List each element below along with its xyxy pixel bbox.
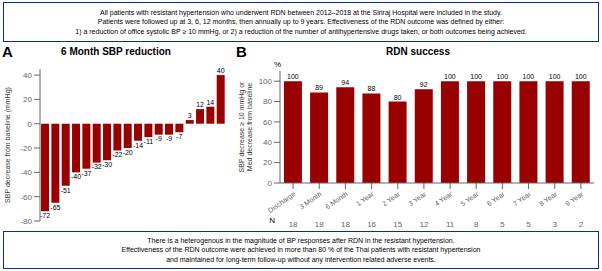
svg-text:-40: -40: [71, 173, 81, 180]
svg-text:14: 14: [206, 99, 214, 106]
svg-text:-40: -40: [20, 168, 32, 177]
svg-text:0: 0: [28, 120, 33, 129]
svg-text:Discharge: Discharge: [267, 190, 297, 215]
svg-text:94: 94: [341, 79, 349, 86]
svg-text:88: 88: [368, 85, 376, 92]
html-text:There is a heterogenous in the: There is a heterogenous in the magnitude…: [121, 237, 481, 263]
svg-text:4 Year: 4 Year: [433, 190, 454, 208]
svg-text:-60: -60: [20, 193, 32, 202]
svg-text:12: 12: [196, 101, 204, 108]
svg-text:6 Year: 6 Year: [486, 190, 507, 208]
svg-text:100: 100: [549, 73, 561, 80]
svg-text:18: 18: [341, 220, 350, 229]
svg-text:-72: -72: [40, 212, 50, 219]
svg-text:-20: -20: [20, 144, 32, 153]
svg-text:16: 16: [367, 220, 376, 229]
svg-text:60: 60: [263, 118, 272, 127]
svg-text:12: 12: [419, 220, 428, 229]
svg-text:11: 11: [446, 220, 455, 229]
svg-text:100: 100: [575, 73, 587, 80]
svg-text:-65: -65: [50, 204, 60, 211]
svg-text:SBP decrease ≥ 10 mmHg orMed d: SBP decrease ≥ 10 mmHg orMed decrease fr…: [237, 81, 252, 173]
html-text:A: A: [2, 43, 13, 60]
svg-text:2: 2: [579, 220, 584, 229]
svg-text:7 Year: 7 Year: [512, 190, 533, 208]
svg-text:-30: -30: [102, 161, 112, 168]
svg-text:18: 18: [289, 220, 298, 229]
svg-text:9 Year: 9 Year: [564, 190, 585, 208]
svg-text:3: 3: [553, 220, 558, 229]
svg-text:SBP decrease from baseline (mm: SBP decrease from baseline (mmHg): [8, 87, 12, 203]
svg-text:5: 5: [500, 220, 505, 229]
svg-text:6 Month: 6 Month: [324, 190, 349, 210]
html-text:All patients with resistant hy: All patients with resistant hypertension…: [75, 9, 527, 35]
svg-text:3: 3: [188, 112, 192, 119]
svg-text:8: 8: [474, 220, 479, 229]
svg-text:40: 40: [23, 71, 32, 80]
svg-text:5: 5: [526, 220, 531, 229]
svg-text:1 Year: 1 Year: [355, 190, 376, 208]
svg-text:100: 100: [496, 73, 508, 80]
svg-text:-37: -37: [81, 170, 91, 177]
html-text:B: B: [236, 43, 247, 60]
svg-text:-22: -22: [112, 151, 122, 158]
html-text:RDN success: RDN success: [386, 46, 450, 57]
svg-text:N: N: [269, 216, 275, 225]
svg-text:2 Year: 2 Year: [381, 190, 402, 208]
svg-text:40: 40: [263, 138, 272, 147]
svg-text:3 Year: 3 Year: [407, 190, 428, 208]
svg-text:20: 20: [23, 95, 32, 104]
svg-text:100: 100: [444, 73, 456, 80]
svg-text:20: 20: [263, 158, 272, 167]
svg-text:-80: -80: [20, 217, 32, 226]
svg-text:100: 100: [287, 73, 299, 80]
svg-text:100: 100: [470, 73, 482, 80]
svg-text:15: 15: [393, 220, 402, 229]
svg-text:18: 18: [315, 220, 324, 229]
svg-text:-51: -51: [61, 187, 71, 194]
svg-text:5 Year: 5 Year: [459, 190, 480, 208]
svg-text:89: 89: [315, 84, 323, 91]
svg-text:-9: -9: [156, 135, 162, 142]
svg-text:80: 80: [394, 94, 402, 101]
svg-text:0: 0: [268, 179, 273, 188]
svg-text:100: 100: [523, 73, 535, 80]
svg-text:-9: -9: [166, 135, 172, 142]
svg-text:80: 80: [263, 97, 272, 106]
svg-text:100: 100: [259, 77, 273, 86]
svg-text:8 Year: 8 Year: [538, 190, 559, 208]
svg-text:-7: -7: [176, 133, 182, 140]
html-text:6 Month SBP reduction: 6 Month SBP reduction: [61, 46, 171, 57]
svg-text:92: 92: [420, 81, 428, 88]
svg-text:-11: -11: [144, 138, 154, 145]
svg-text:-14: -14: [133, 142, 143, 149]
svg-text:3 Month: 3 Month: [298, 190, 323, 210]
svg-text:-20: -20: [123, 149, 133, 156]
svg-text:40: 40: [217, 67, 225, 74]
svg-text:-32: -32: [92, 163, 102, 170]
